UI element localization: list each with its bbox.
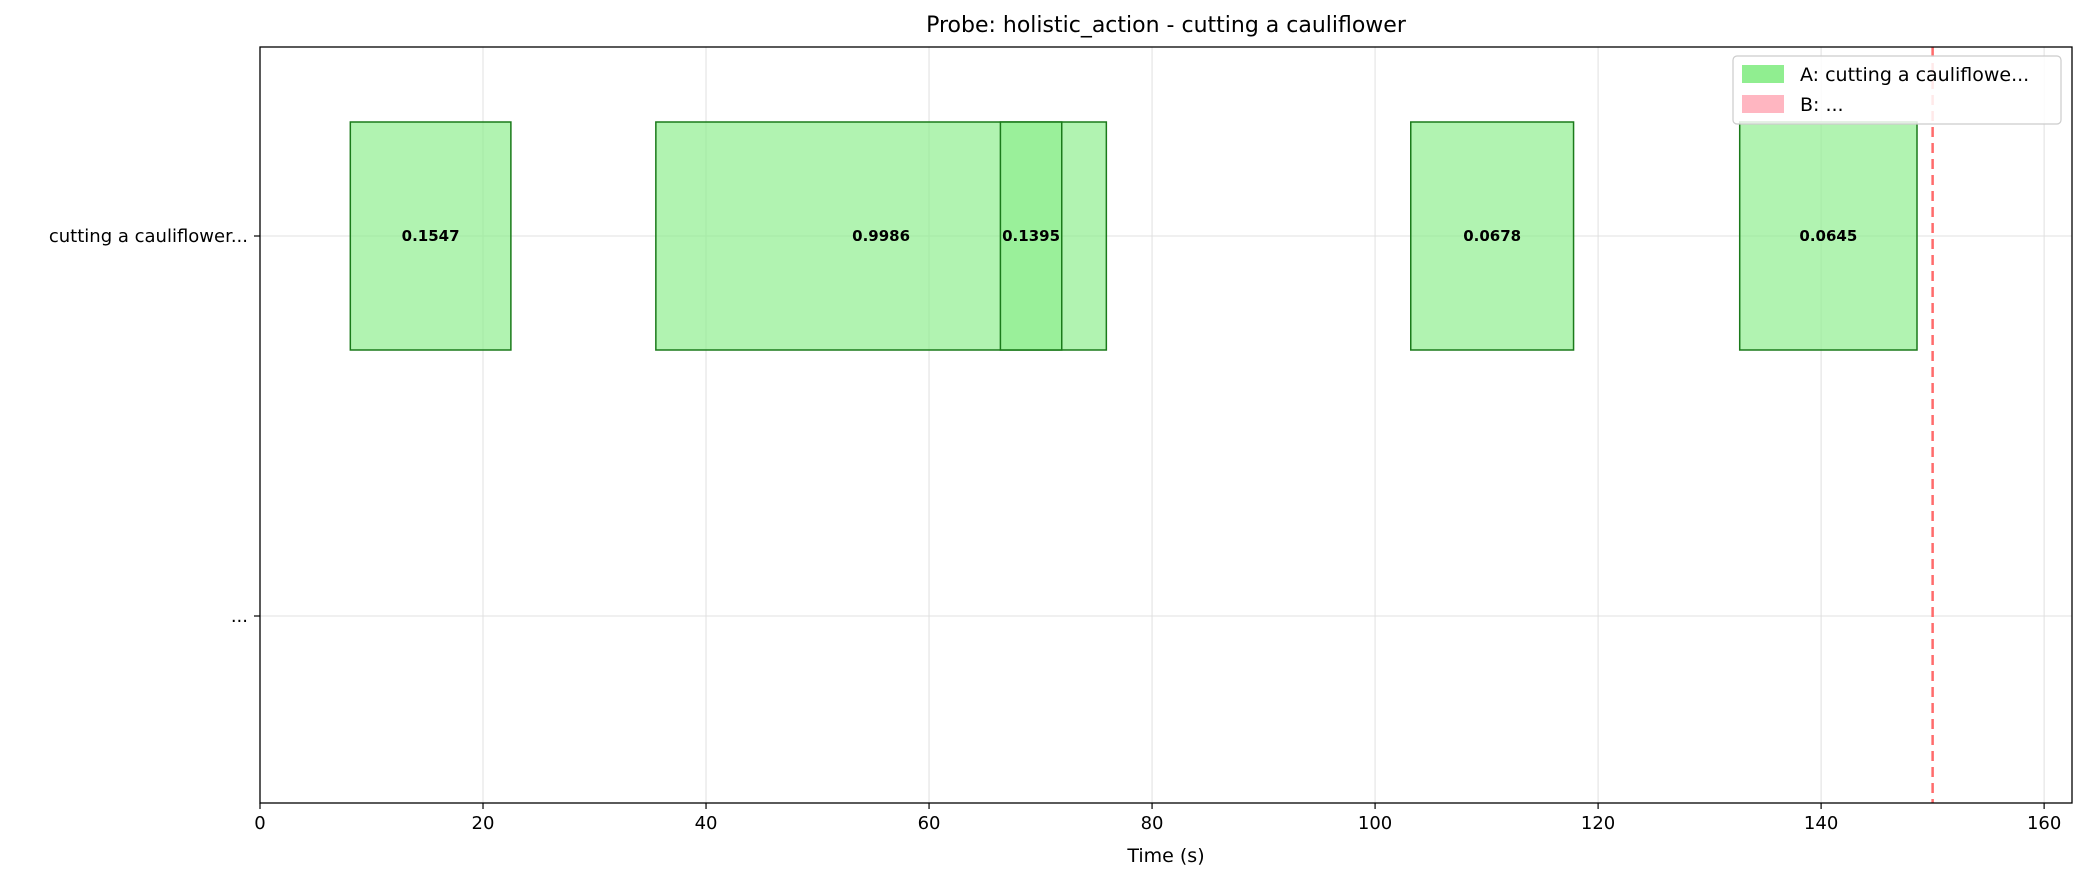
segment-score-label: 0.9986 [852, 227, 910, 245]
chart-title: Probe: holistic_action - cutting a cauli… [926, 13, 1407, 38]
segment-bar [999, 121, 1063, 351]
x-tick-label: 60 [918, 813, 941, 834]
x-tick-label: 20 [472, 813, 495, 834]
legend-swatch [1742, 65, 1784, 83]
legend: A: cutting a cauliflowe... B: ... [1732, 55, 2062, 125]
segment-score-label: 0.1395 [1002, 227, 1060, 245]
segment-bar [1410, 121, 1575, 351]
x-tick-label: 120 [1581, 813, 1615, 834]
segment-bar [349, 121, 512, 351]
bars-group: 0.1547 0.9986 0.1395 0.0678 0.0645 [349, 121, 1918, 351]
segment-score-label: 0.0678 [1463, 227, 1521, 245]
legend-swatch [1742, 95, 1784, 113]
x-tick-label: 160 [2027, 813, 2061, 834]
plot-frame [259, 46, 2073, 804]
y-ticks: cutting a cauliflower...... [49, 226, 260, 627]
x-tick-label: 80 [1141, 813, 1164, 834]
x-tick-label: 0 [254, 813, 265, 834]
segment-bar [1738, 121, 1918, 351]
legend-label: A: cutting a cauliflowe... [1800, 64, 2029, 86]
x-tick-label: 100 [1358, 813, 1392, 834]
x-tick-label: 40 [695, 813, 718, 834]
y-tick-label: cutting a cauliflower... [49, 226, 248, 247]
segment-score-label: 0.1547 [402, 227, 460, 245]
x-axis-label: Time (s) [1126, 845, 1204, 867]
legend-box [1732, 55, 2062, 125]
x-ticks: 0 20 40 60 80 100 120 140 160 [254, 803, 2061, 834]
segment-score-label: 0.0645 [1799, 227, 1857, 245]
x-tick-label: 140 [1804, 813, 1838, 834]
legend-label: B: ... [1800, 94, 1844, 116]
y-tick-label: ... [231, 606, 248, 627]
